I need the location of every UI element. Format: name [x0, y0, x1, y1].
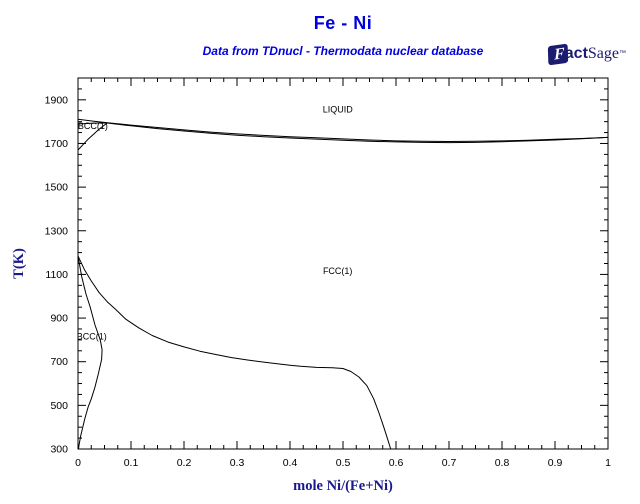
y-tick-label: 700 [50, 356, 68, 368]
y-tick-label: 1300 [45, 225, 69, 237]
plot-frame [77, 77, 609, 450]
y-tick-label: 900 [50, 313, 68, 325]
phase-label-liquid: LIQUID [323, 105, 354, 115]
x-tick-label: 0.6 [389, 457, 404, 469]
x-tick-label: 0 [75, 457, 81, 469]
factsage-logo-mark-icon: F [547, 43, 569, 65]
y-tick-label: 300 [50, 444, 68, 456]
x-axis-title: mole Ni/(Fe+Ni) [293, 478, 393, 494]
phase-label-bcc-1-: BCC(1) [77, 331, 107, 341]
curve-delta-bcc-solidus [77, 122, 108, 125]
factsage-logo-sage: Sage [587, 45, 619, 62]
y-tick-label: 1900 [45, 94, 69, 106]
curve-solidus [107, 122, 609, 144]
chart-subtitle: Data from TDnucl - Thermodata nuclear da… [202, 44, 484, 58]
factsage-logo-act: act [564, 45, 588, 62]
trademark-symbol: ™ [619, 50, 626, 57]
curve-liquidus [77, 118, 609, 142]
y-tick-label: 500 [50, 400, 68, 412]
y-axis-title: T(K) [11, 248, 27, 279]
x-tick-label: 0.2 [177, 457, 192, 469]
y-tick-label: 1500 [45, 182, 69, 194]
x-tick-label: 0.9 [548, 457, 563, 469]
y-tick-label: 1700 [45, 138, 69, 150]
curve-bcc-solvus [77, 255, 103, 450]
phase-label-bcc-1-: BCC(1) [78, 121, 108, 131]
x-tick-label: 0.8 [495, 457, 510, 469]
x-tick-label: 1 [605, 457, 611, 469]
y-tick-label: 1100 [45, 269, 68, 281]
x-tick-label: 0.7 [442, 457, 457, 469]
factsage-logo-f: F [553, 44, 565, 64]
curve-delta-bcc-fcc-boundary [77, 122, 108, 151]
phase-label-fcc-1-: FCC(1) [323, 266, 353, 276]
chart-title: Fe - Ni [313, 13, 373, 33]
x-tick-label: 0.1 [124, 457, 139, 469]
curve-fcc-bcc-boundary [77, 255, 392, 450]
x-tick-label: 0.5 [336, 457, 351, 469]
x-tick-label: 0.4 [283, 457, 298, 469]
x-tick-label: 0.3 [230, 457, 245, 469]
